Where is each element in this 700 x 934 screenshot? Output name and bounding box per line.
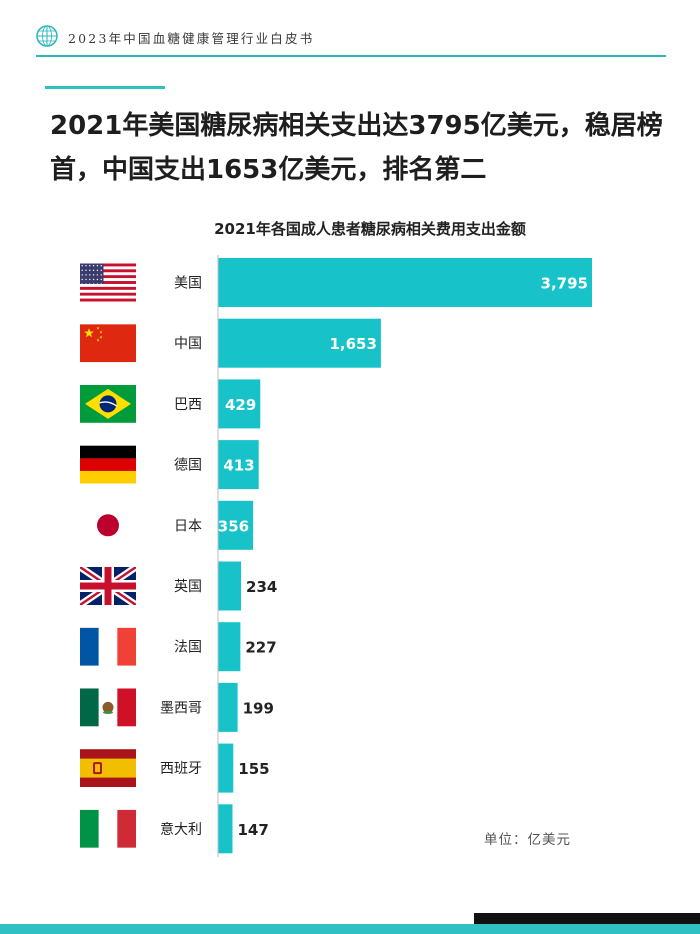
- bar-value-label: 155: [238, 760, 269, 778]
- bar-value-label: 356: [218, 517, 249, 535]
- header-divider: [36, 55, 666, 57]
- report-title: 2023年中国血糖健康管理行业白皮书: [68, 31, 315, 46]
- chart-title: 2021年各国成人患者糖尿病相关费用支出金额: [214, 220, 526, 238]
- bar: [218, 318, 381, 368]
- bar-value-label: 227: [245, 639, 276, 657]
- mexico-flag-icon: [80, 688, 136, 727]
- headline-line-1: 2021年美国糖尿病相关支出达3795亿美元，稳居榜: [50, 111, 663, 141]
- bar-value-label: 413: [223, 457, 254, 475]
- bar: [218, 258, 592, 307]
- japan-flag-icon: [80, 506, 136, 545]
- bar: [218, 682, 238, 732]
- category-label: 英国: [174, 578, 202, 595]
- unit-label: 单位：亿美元: [484, 832, 571, 848]
- bar: [218, 622, 241, 672]
- bar-value-label: 1,653: [329, 335, 376, 353]
- bar: [218, 379, 261, 429]
- footer-band: [0, 924, 700, 934]
- bar: [218, 804, 233, 854]
- france-flag-icon: [80, 627, 136, 666]
- report-header: 2023年中国血糖健康管理行业白皮书: [0, 0, 700, 60]
- category-label: 德国: [174, 458, 202, 474]
- spain-flag-icon: [80, 749, 136, 788]
- headline: 2021年美国糖尿病相关支出达3795亿美元，稳居榜 首，中国支出1653亿美元…: [50, 104, 680, 192]
- germany-flag-icon: [80, 445, 136, 484]
- category-label: 巴西: [174, 397, 202, 413]
- bar: [218, 440, 259, 490]
- bar-value-label: 429: [225, 396, 256, 414]
- usa-flag-icon: [80, 263, 136, 302]
- category-label: 日本: [174, 518, 202, 534]
- headline-line-2: 首，中国支出1653亿美元，排名第二: [50, 155, 487, 185]
- bar: [218, 743, 234, 793]
- bar-value-label: 234: [246, 578, 277, 596]
- footer-accent: [474, 913, 700, 924]
- bar-value-label: 199: [243, 699, 274, 717]
- accent-line: [45, 86, 165, 89]
- bar-value-label: 147: [237, 821, 268, 839]
- category-label: 法国: [174, 640, 202, 656]
- category-label: 西班牙: [160, 761, 202, 777]
- category-label: 墨西哥: [160, 700, 202, 716]
- china-flag-icon: [80, 324, 136, 363]
- category-label: 美国: [174, 276, 202, 292]
- category-label: 意大利: [160, 821, 202, 838]
- globe-logo-icon: [36, 25, 58, 47]
- uk-flag-icon: [80, 567, 136, 605]
- bar: [218, 561, 242, 611]
- category-label: 中国: [174, 336, 202, 352]
- bar: [218, 500, 254, 550]
- brazil-flag-icon: [80, 384, 136, 423]
- bar-value-label: 3,795: [541, 275, 588, 293]
- italy-flag-icon: [80, 809, 136, 848]
